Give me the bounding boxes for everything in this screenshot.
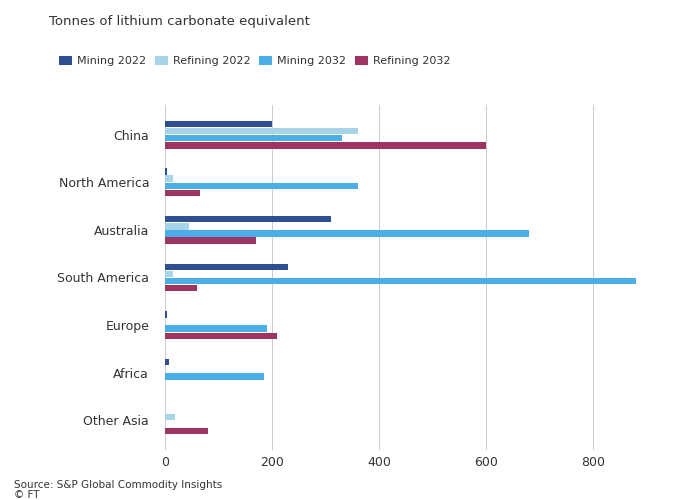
Bar [164,326,267,332]
Bar [164,278,636,284]
Bar [164,120,272,127]
Bar [164,168,167,174]
Bar [164,230,529,236]
Bar [164,285,197,292]
Bar [164,190,200,196]
Bar [164,270,173,277]
Bar [164,373,264,380]
Bar [164,142,486,148]
Bar [164,332,277,339]
Bar [164,359,169,366]
Bar [164,182,358,189]
Bar [164,216,331,222]
Legend: Mining 2022, Refining 2022, Mining 2032, Refining 2032: Mining 2022, Refining 2022, Mining 2032,… [55,52,454,71]
Bar [164,176,173,182]
Text: Source: S&P Global Commodity Insights: Source: S&P Global Commodity Insights [14,480,223,490]
Text: © FT: © FT [14,490,39,500]
Bar [164,135,342,141]
Bar [164,311,167,318]
Bar [164,264,288,270]
Bar [164,128,358,134]
Bar [164,414,176,420]
Text: Tonnes of lithium carbonate equivalent: Tonnes of lithium carbonate equivalent [49,16,310,28]
Bar [164,238,256,244]
Bar [164,428,208,434]
Bar [164,223,189,230]
